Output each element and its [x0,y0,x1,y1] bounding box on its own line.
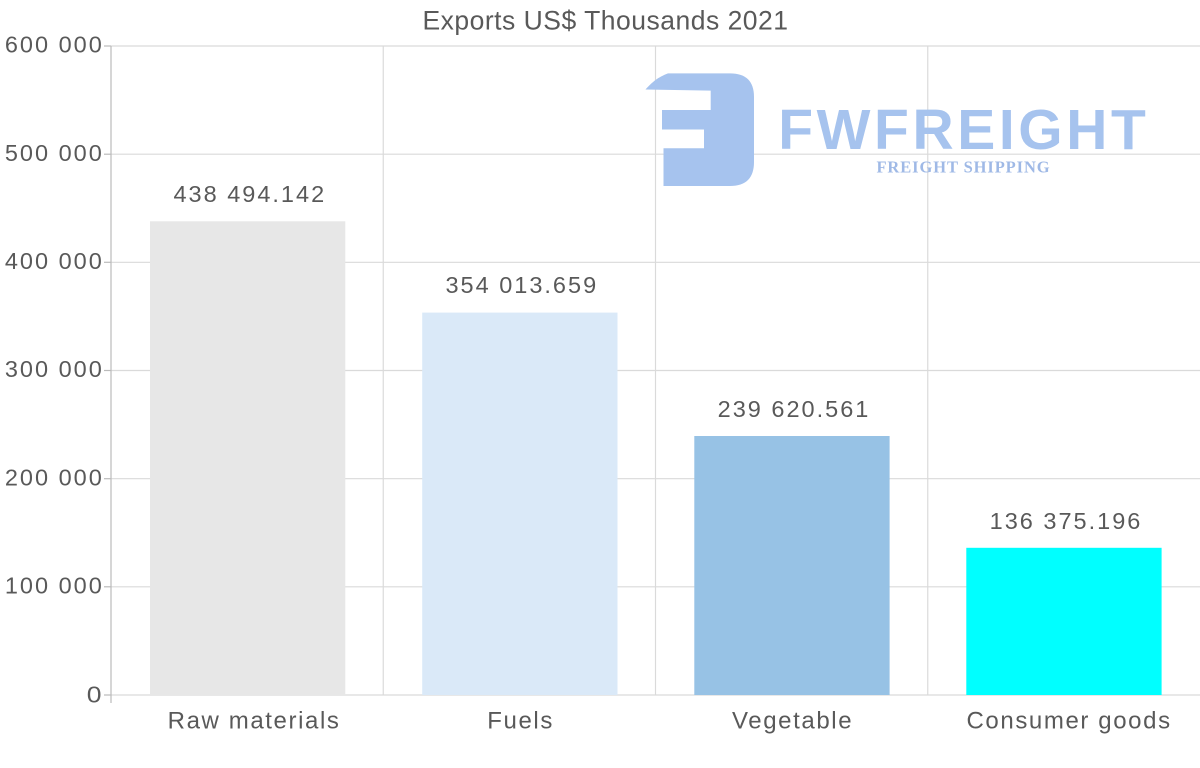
svg-text:438 494.142: 438 494.142 [173,181,326,207]
svg-text:600 000: 600 000 [5,32,104,58]
svg-text:200 000: 200 000 [5,464,104,490]
svg-text:0: 0 [87,682,104,708]
svg-text:300 000: 300 000 [5,356,104,382]
svg-text:FREIGHT SHIPPING: FREIGHT SHIPPING [876,158,1050,177]
svg-text:FWFREIGHT: FWFREIGHT [778,98,1149,162]
svg-text:500 000: 500 000 [5,140,104,166]
svg-text:Exports US$ Thousands 2021: Exports US$ Thousands 2021 [422,6,788,36]
svg-text:136 375.196: 136 375.196 [990,508,1143,534]
svg-text:100 000: 100 000 [5,573,104,599]
svg-text:Consumer goods: Consumer goods [967,707,1172,734]
svg-text:239 620.561: 239 620.561 [718,396,871,422]
svg-text:354 013.659: 354 013.659 [445,272,598,298]
svg-text:Vegetable: Vegetable [732,707,853,734]
svg-text:Fuels: Fuels [487,707,554,734]
svg-text:400 000: 400 000 [5,248,104,274]
svg-text:Raw materials: Raw materials [168,707,341,734]
